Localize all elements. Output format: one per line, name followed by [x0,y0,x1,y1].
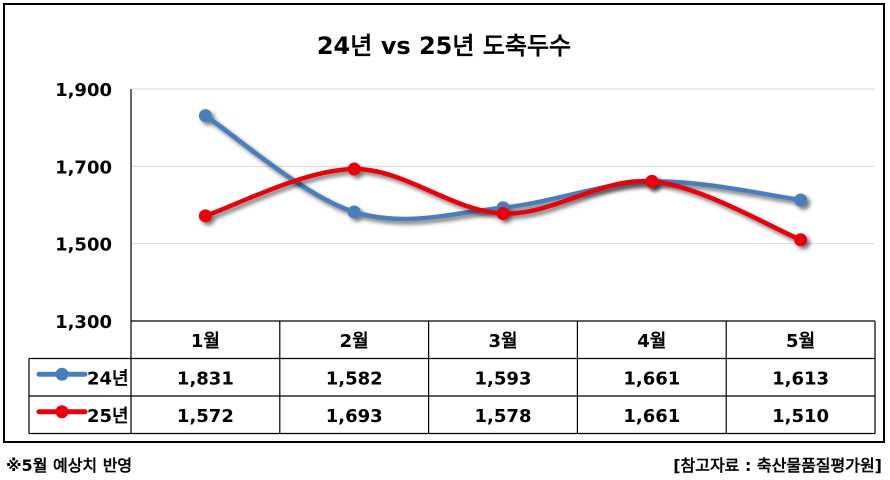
data-table-value: 1,661 [623,368,680,389]
y-tick-label: 1,700 [55,157,112,178]
chart-frame: 24년 vs 25년 도축두수 1,300 1,500 1,700 1,900 1월 2… [3,3,885,443]
data-point [347,205,361,219]
category-label: 2월 [340,331,369,352]
y-tick-label: 1,900 [55,80,112,101]
data-table-value: 1,593 [475,368,532,389]
series-lines [198,109,808,247]
gridlines [130,88,875,321]
category-label: 4월 [637,331,666,352]
data-table-value: 1,572 [177,406,234,427]
data-table-value: 1,510 [772,406,829,427]
legend-marker [55,367,69,381]
legend-label: 24년 [87,368,129,389]
footnote: ※5월 예상치 반영 [6,456,133,475]
y-tick-label: 1,300 [55,312,112,333]
data-table-value: 1,831 [177,368,234,389]
series-group [198,109,808,222]
data-point [198,209,212,223]
legend-label: 25년 [87,406,129,427]
y-axis-ticks: 1,300 1,500 1,700 1,900 [55,80,112,333]
data-point [198,109,212,123]
data-point [794,193,808,207]
data-table-value: 1,693 [326,406,383,427]
series-group [198,162,808,247]
data-point [347,162,361,176]
line-chart: 24년 vs 25년 도축두수 1,300 1,500 1,700 1,900 1월 2… [28,32,876,435]
data-table: 1월 2월 3월 4월 5월 24년 1,831 1,582 1,593 1,661 1,613 25… [28,320,876,435]
data-point [645,174,659,188]
data-point [794,233,808,247]
source-note: [참고자료 : 축산물품질평가원] [673,456,882,475]
y-tick-label: 1,500 [55,235,112,256]
legend-marker [55,405,69,419]
category-label: 3월 [488,331,517,352]
data-table-value: 1,661 [623,406,680,427]
data-point [496,207,510,221]
category-label: 5월 [786,331,815,352]
data-table-value: 1,582 [326,368,383,389]
chart-title: 24년 vs 25년 도축두수 [317,32,571,60]
data-table-value: 1,613 [772,368,829,389]
data-table-value: 1,578 [475,406,532,427]
category-label: 1월 [191,331,220,352]
